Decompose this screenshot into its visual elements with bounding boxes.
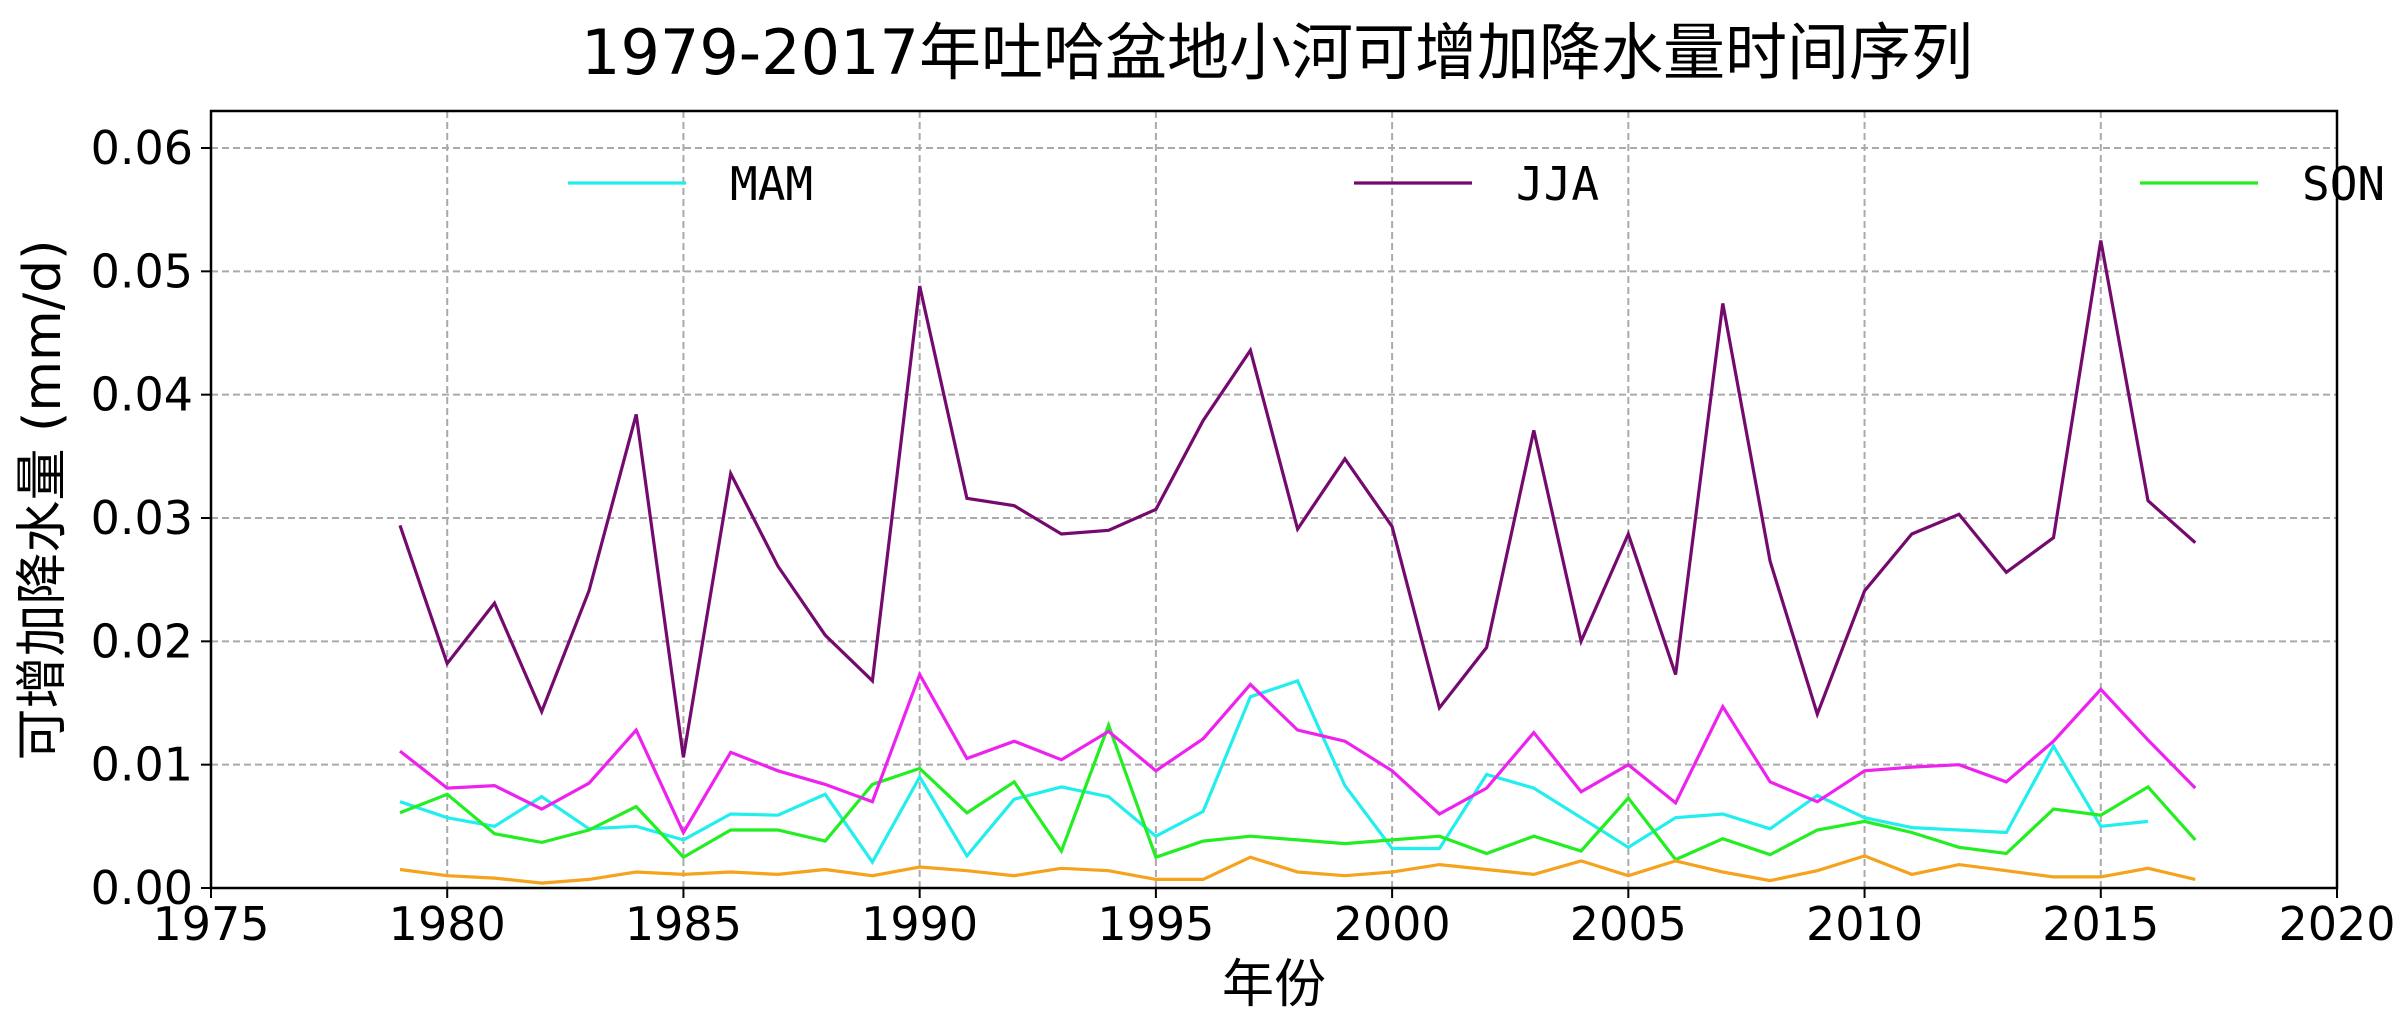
y-axis-label: 可增加降水量 (mm/d) xyxy=(13,240,73,761)
legend-label-son: SON xyxy=(2302,157,2385,211)
x-tick-label: 1995 xyxy=(1097,897,1214,951)
y-tick-label: 0.01 xyxy=(91,738,193,792)
x-tick-label: 2000 xyxy=(1334,897,1451,951)
y-axis-ticks: 0.00 0.01 0.02 0.03 0.04 0.05 0.06 xyxy=(91,121,211,915)
x-tick-label: 1975 xyxy=(152,897,269,951)
legend-label-mam: MAM xyxy=(730,157,813,211)
series-line-jja xyxy=(398,240,2197,758)
x-tick-label: 2005 xyxy=(1570,897,1687,951)
x-tick-label: 2020 xyxy=(2278,897,2395,951)
series-line-year xyxy=(399,670,2197,836)
y-tick-label: 0.04 xyxy=(91,368,193,422)
series-lines xyxy=(398,240,2197,885)
y-tick-label: 0.02 xyxy=(91,614,193,668)
y-tick-label: 0.05 xyxy=(91,244,193,298)
series-line-mam xyxy=(399,678,2149,866)
grid xyxy=(211,111,2337,888)
x-axis-label: 年份 xyxy=(1222,955,1326,1015)
x-axis-ticks: 1975 1980 1985 1990 1995 2000 2005 2010 2015 2020 xyxy=(152,888,2396,951)
legend: MAMJJASONDJFYEAR xyxy=(568,157,2385,211)
y-tick-label: 0.03 xyxy=(91,491,193,545)
x-tick-label: 2010 xyxy=(1806,897,1923,951)
x-tick-label: 1985 xyxy=(625,897,742,951)
y-tick-label: 0.00 xyxy=(91,861,193,915)
series-line-son xyxy=(399,720,2197,862)
legend-label-jja: JJA xyxy=(1516,157,1599,211)
chart-title: 1979-2017年吐哈盆地小河可增加降水量时间序列 xyxy=(581,16,1973,89)
series-line-djf xyxy=(399,854,2196,885)
plot-frame xyxy=(209,109,2339,890)
y-tick-label: 0.06 xyxy=(91,121,193,175)
x-tick-label: 2015 xyxy=(2042,897,2159,951)
x-tick-label: 1990 xyxy=(861,897,978,951)
x-tick-label: 1980 xyxy=(389,897,506,951)
